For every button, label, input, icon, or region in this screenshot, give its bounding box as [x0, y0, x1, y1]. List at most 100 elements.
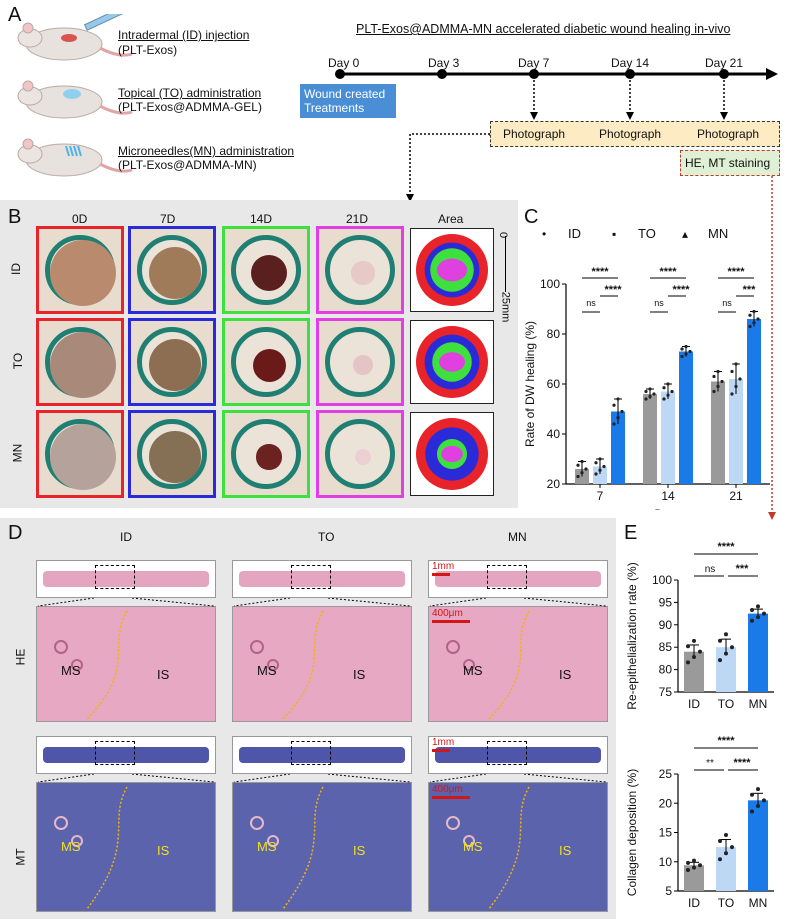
photograph-label-2: Photograph [599, 127, 662, 141]
wound-spot [256, 444, 282, 470]
bar-mn [748, 613, 768, 692]
photograph-label-3: Photograph [697, 127, 760, 141]
data-point [648, 394, 652, 399]
data-point [644, 389, 648, 394]
data-point [692, 865, 696, 870]
data-point [756, 787, 760, 792]
tissue-magnified: MS IS [36, 606, 216, 722]
wound-photo [222, 410, 310, 498]
label-ms: MS [61, 663, 81, 678]
data-point [686, 860, 690, 865]
data-point [680, 347, 684, 351]
label-is: IS [559, 667, 572, 682]
collagen-deposition-chart: 5 10 15 20 25 Collagen deposition (%) ID TO MN **… [625, 735, 774, 910]
bar-id [643, 394, 657, 484]
data-point [752, 321, 756, 325]
data-point [576, 463, 580, 467]
data-point [598, 457, 602, 461]
scale-bar-large [432, 796, 470, 799]
day-14-dot [625, 69, 635, 79]
healing-rate-chart: 20 40 60 80 100 Rate of DW healing (%) Days • ID… [523, 226, 770, 510]
boundary-line [488, 610, 530, 720]
sig-label-top: **** [727, 266, 745, 278]
zoom-connector [233, 774, 411, 783]
data-point [756, 615, 760, 620]
sig-label-low: ns [722, 298, 732, 308]
y-tick-label: 80 [659, 663, 673, 677]
wound-spot [148, 246, 202, 300]
col-0d: 0D [72, 212, 88, 226]
gland [446, 640, 460, 654]
x-tick-label: 14 [661, 489, 675, 503]
wound-photo [316, 410, 404, 498]
data-point [662, 386, 666, 390]
data-point [594, 472, 598, 476]
day-label-0: Day 0 [328, 56, 360, 70]
data-point [712, 389, 716, 394]
tissue-strip [239, 747, 405, 763]
petri-ring [45, 327, 116, 398]
wound-photo [128, 226, 216, 314]
sig-label-low: ns [586, 298, 596, 308]
data-point [752, 309, 756, 314]
area-trace [410, 320, 494, 404]
tissue-thumbnail [232, 736, 412, 774]
data-point [734, 362, 738, 366]
data-point [762, 611, 766, 616]
data-point [750, 792, 754, 797]
petri-ring [231, 327, 301, 397]
x-tick-label: ID [688, 896, 700, 910]
y-tick-label: 100 [540, 277, 560, 291]
label-is: IS [157, 843, 170, 858]
col-21d: 21D [346, 212, 369, 226]
gland [463, 659, 475, 671]
mouse-icon [17, 80, 133, 119]
data-point [730, 369, 734, 374]
staining-box: HE, MT staining [680, 150, 780, 176]
data-point [750, 618, 754, 623]
x-tick-label: TO [718, 697, 734, 711]
boundary-line [282, 610, 324, 720]
bar-mn [611, 411, 625, 484]
data-point [688, 349, 692, 354]
tissue-magnified: MS IS [428, 606, 608, 722]
data-point [712, 374, 716, 379]
day-21-dot [719, 69, 729, 79]
bar-id [684, 865, 704, 891]
sig-label-left: ** [706, 758, 714, 769]
data-point [738, 377, 742, 381]
petri-ring [137, 235, 207, 305]
legend-marker: ▴ [682, 227, 688, 241]
col-area: Area [438, 212, 464, 226]
data-point [670, 389, 674, 394]
connector-right [523, 598, 607, 607]
data-point [750, 608, 754, 613]
data-point [686, 867, 690, 872]
ms-is-boundary: MS IS [54, 610, 170, 720]
ms-is-boundary: MS IS [250, 610, 366, 720]
wound-spot [50, 240, 116, 306]
wound-photo [128, 318, 216, 406]
data-point [580, 471, 584, 475]
boundary-line [86, 786, 128, 910]
label-ms: MS [257, 839, 277, 854]
data-point [698, 649, 702, 654]
sig-label-left: ns [705, 564, 716, 575]
photograph-label-1: Photograph [503, 127, 566, 141]
sig-label-right: **** [733, 757, 751, 769]
area-trace [410, 228, 494, 312]
y-tick-label: 10 [659, 855, 673, 869]
gland [463, 835, 475, 847]
mouse-illustration-to [14, 72, 134, 126]
col-14d: 14D [250, 212, 273, 226]
bar-mn [747, 319, 761, 484]
wound-photo [36, 410, 124, 498]
data-point [734, 384, 738, 389]
boundary-line [86, 610, 128, 720]
connector-left [233, 598, 291, 607]
data-point [730, 392, 734, 396]
connector-right [327, 598, 411, 607]
wound-spot [149, 431, 201, 483]
wound-box-line1: Wound created [304, 87, 386, 101]
boundary-line [282, 786, 324, 910]
